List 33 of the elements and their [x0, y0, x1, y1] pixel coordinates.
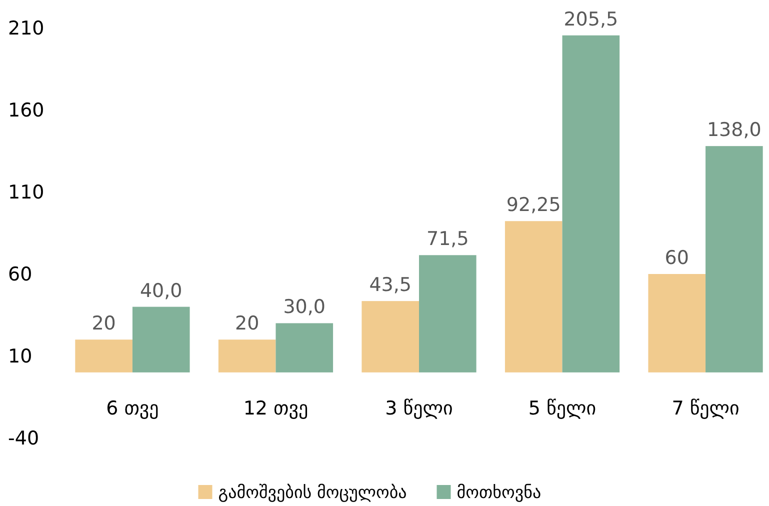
x-tick-label: 3 წელი — [385, 397, 453, 420]
bar — [648, 274, 706, 372]
data-label: 138,0 — [706, 119, 762, 142]
y-tick-label: 110 — [8, 182, 44, 204]
y-tick-label: 210 — [8, 18, 44, 40]
y-tick-label: 10 — [8, 346, 32, 368]
y-tick-label: -40 — [8, 428, 40, 450]
bar — [362, 301, 419, 372]
x-tick-label: 12 თვე — [243, 397, 308, 420]
legend-label: მოთხოვნა — [456, 482, 542, 503]
bar — [75, 340, 132, 372]
legend-label: გამოშვების მოცულობა — [218, 482, 407, 503]
data-label: 43,5 — [369, 274, 412, 296]
bar — [562, 35, 620, 372]
y-tick-label: 60 — [8, 264, 32, 286]
bar — [218, 340, 276, 372]
y-tick-label: 160 — [8, 100, 44, 122]
data-label: 20 — [92, 312, 116, 335]
bar — [276, 323, 334, 372]
data-label: 30,0 — [283, 296, 326, 318]
data-label: 205,5 — [564, 8, 618, 30]
bar — [419, 255, 476, 372]
bar — [504, 221, 562, 372]
x-tick-label: 7 წელი — [672, 397, 740, 420]
x-tick-label: 6 თვე — [106, 397, 159, 420]
data-label: 40,0 — [140, 280, 182, 302]
data-label: 92,25 — [506, 194, 561, 216]
data-label: 71,5 — [426, 228, 469, 250]
data-label: 60 — [664, 247, 689, 269]
bar — [132, 306, 190, 372]
bar — [706, 146, 763, 372]
x-tick-label: 5 წელი — [528, 397, 596, 420]
data-label: 20 — [234, 312, 260, 335]
